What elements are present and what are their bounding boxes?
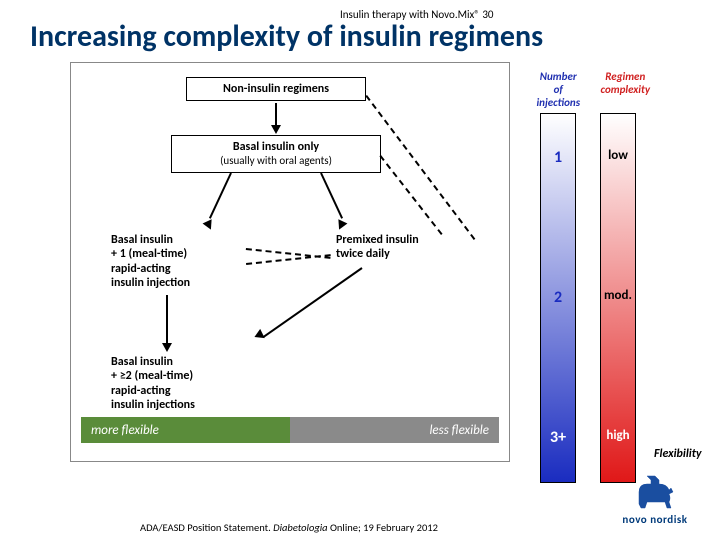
citation-pre: ADA/EASD Position Statement. — [140, 521, 273, 534]
flex-right-label: less flexible — [429, 423, 489, 438]
gradient-value: 2 — [541, 288, 575, 307]
block-basal-plus1: Basal insulin + 1 (meal-time) rapid-acti… — [111, 233, 251, 291]
gradient-value: low — [601, 148, 635, 163]
box-basal-only-sub: (usually with oral agents) — [178, 154, 374, 167]
citation-ital: Diabetologia — [273, 521, 330, 534]
gradient-value: 3+ — [541, 428, 575, 447]
gradient-value: mod. — [601, 288, 635, 303]
complexity-label: Regimen complexity — [601, 70, 650, 109]
gradient-value: high — [601, 428, 635, 443]
block-premixed-text: Premixed insulin twice daily — [336, 233, 476, 262]
box-basal-only: Basal insulin only (usually with oral ag… — [171, 135, 381, 173]
flexibility-axis-label: Flexibility — [654, 447, 702, 461]
block-basal-plus1-text: Basal insulin + 1 (meal-time) rapid-acti… — [111, 233, 251, 291]
complexity-gradient: low mod. high — [600, 113, 636, 483]
bull-icon — [633, 474, 677, 510]
box-noninsulin: Non-insulin regimens — [186, 77, 366, 101]
citation: ADA/EASD Position Statement. Diabetologi… — [140, 521, 438, 534]
flex-left-label: more flexible — [91, 423, 159, 438]
flexibility-bar: more flexible less flexible — [81, 417, 499, 443]
flow-diagram: Non-insulin regimens Basal insulin only … — [70, 62, 510, 462]
gradient-value: 1 — [541, 148, 575, 167]
citation-post: Online; 19 February 2012 — [330, 521, 438, 534]
box-noninsulin-label: Non-insulin regimens — [223, 82, 329, 96]
novo-nordisk-logo: novo nordisk — [610, 474, 700, 526]
block-basal-plus2-text: Basal insulin + ≥2 (meal-time) rapid-act… — [111, 355, 261, 413]
box-basal-only-label: Basal insulin only — [178, 140, 374, 154]
gradient-bars: Number of injections Regimen complexity … — [540, 70, 650, 483]
page-title: Increasing complexity of insulin regimen… — [30, 18, 543, 55]
block-basal-plus2: Basal insulin + ≥2 (meal-time) rapid-act… — [111, 355, 261, 413]
logo-text: novo nordisk — [610, 513, 700, 526]
injections-label: Number of injections — [534, 70, 583, 109]
injections-gradient: 1 2 3+ — [540, 113, 576, 483]
block-premixed: Premixed insulin twice daily — [336, 233, 476, 262]
